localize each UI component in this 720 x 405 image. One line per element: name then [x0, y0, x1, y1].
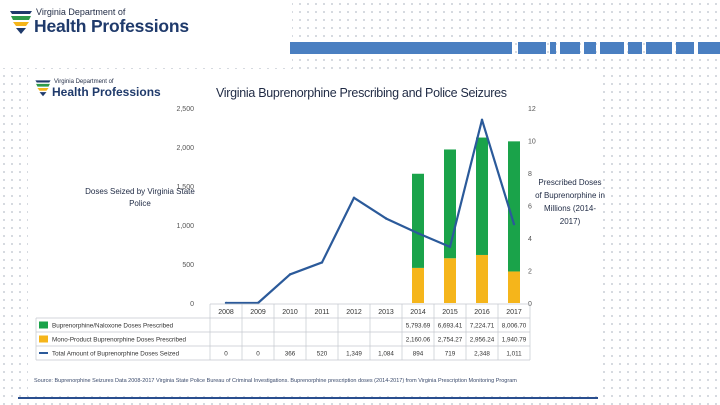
table-cell: 2,160.06: [406, 337, 431, 344]
org-big-text: Health Professions: [34, 16, 189, 37]
left-tick-label: 500: [182, 262, 194, 269]
year-label: 2012: [346, 309, 362, 316]
buprenorphine-chart: 0 500 1,000 1,500 2,000 2,500 0 2 4 6 8 10 12 2008 200…: [35, 106, 536, 361]
left-tick-label: 2,000: [176, 145, 194, 152]
bar-naloxone-2014: [412, 173, 424, 268]
legend-swatch-naloxone: [39, 321, 48, 329]
legend-label: Buprenorphine/Naloxone Doses Prescribed: [52, 323, 174, 330]
bar-naloxone-2015: [444, 149, 456, 259]
seized-point-2017: [512, 222, 516, 226]
year-label: 2009: [250, 309, 266, 316]
table-cell: 5,793.69: [406, 323, 431, 330]
left-axis-label: Doses Seized by Virginia State Police: [85, 187, 195, 208]
table-cell: 1,011: [506, 351, 522, 358]
year-label: 2008: [218, 309, 234, 316]
left-tick-label: 1,500: [176, 184, 194, 191]
year-label: 2017: [506, 309, 522, 316]
year-label: 2011: [314, 309, 329, 316]
year-label: 2014: [410, 309, 426, 316]
left-tick-label: 2,500: [176, 106, 194, 113]
seized-point-2009: [256, 301, 260, 305]
legend-label: Total Amount of Buprenorphine Doses Seiz…: [52, 351, 180, 358]
right-tick-label: 2: [528, 269, 532, 276]
right-tick-label: 6: [528, 204, 532, 211]
virginia-emblem-icon: [35, 80, 51, 97]
table-cell: 6,693.41: [438, 323, 463, 330]
bar-naloxone-2017: [508, 141, 520, 272]
table-cell: 894: [413, 351, 424, 358]
table-cell: 0: [256, 351, 260, 358]
left-tick-label: 0: [190, 301, 194, 308]
card-logo: Virginia Department of Health Profession…: [34, 78, 161, 98]
seized-point-2008: [224, 301, 228, 305]
top-logo: Virginia Department of Health Profession…: [8, 8, 189, 36]
seized-point-2012: [352, 196, 356, 199]
seized-point-2014: [416, 232, 420, 235]
table-cell: 2,348: [474, 351, 490, 358]
seized-line: [226, 118, 516, 305]
chart-card: Virginia Department of Health Profession…: [28, 70, 605, 396]
source-note: Source: Buprenorphine Seizures Data 2008…: [34, 378, 517, 384]
legend-swatch-mono: [39, 335, 48, 343]
bottom-rule: [18, 397, 598, 399]
right-tick-label: 12: [528, 106, 536, 113]
table-cell: 2,956.24: [470, 337, 495, 344]
table-cell: 366: [285, 351, 296, 358]
right-tick-label: 8: [528, 171, 532, 178]
bar-mono-2017: [508, 271, 520, 303]
seized-point-2015: [448, 245, 452, 249]
year-label: 2015: [442, 309, 458, 316]
table-cell: 520: [317, 351, 328, 358]
year-label: 2013: [378, 309, 394, 316]
legend-label: Mono-Product Buprenorphine Doses Prescri…: [52, 337, 187, 344]
table-cell: 7,224.71: [470, 323, 495, 330]
seized-point-2013: [384, 217, 388, 220]
bar-naloxone-2016: [476, 137, 488, 255]
card-org-big-text: Health Professions: [52, 84, 161, 99]
chart-title: Virginia Buprenorphine Prescribing and P…: [216, 86, 507, 100]
seized-point-2010: [288, 273, 292, 276]
header-band: [0, 0, 292, 68]
year-label: 2010: [282, 309, 298, 316]
virginia-emblem-icon: [10, 11, 32, 34]
seized-point-2011: [320, 261, 324, 264]
table-cell: 2,754.27: [438, 337, 463, 344]
left-tick-label: 1,000: [176, 223, 194, 230]
right-axis-label: Prescribed Doses of Buprenorphine in Mil…: [535, 178, 605, 226]
bar-mono-2015: [444, 258, 456, 303]
bar-mono-2016: [476, 254, 488, 303]
card-org-small-text: Virginia Department of: [54, 78, 114, 85]
decorative-blue-strip: [290, 42, 720, 54]
year-label: 2016: [474, 309, 490, 316]
table-cell: 8,006.70: [502, 323, 527, 330]
bar-mono-2014: [412, 267, 424, 303]
right-tick-label: 10: [528, 139, 536, 146]
seized-point-2016: [480, 118, 484, 122]
table-cell: 1,940.79: [502, 337, 527, 344]
table-cell: 719: [445, 351, 456, 358]
table-cell: 1,084: [378, 351, 394, 358]
right-tick-label: 4: [528, 236, 532, 243]
org-small-text: Virginia Department of: [36, 7, 126, 18]
table-cell: 0: [224, 351, 228, 358]
table-cell: 1,349: [346, 351, 362, 358]
